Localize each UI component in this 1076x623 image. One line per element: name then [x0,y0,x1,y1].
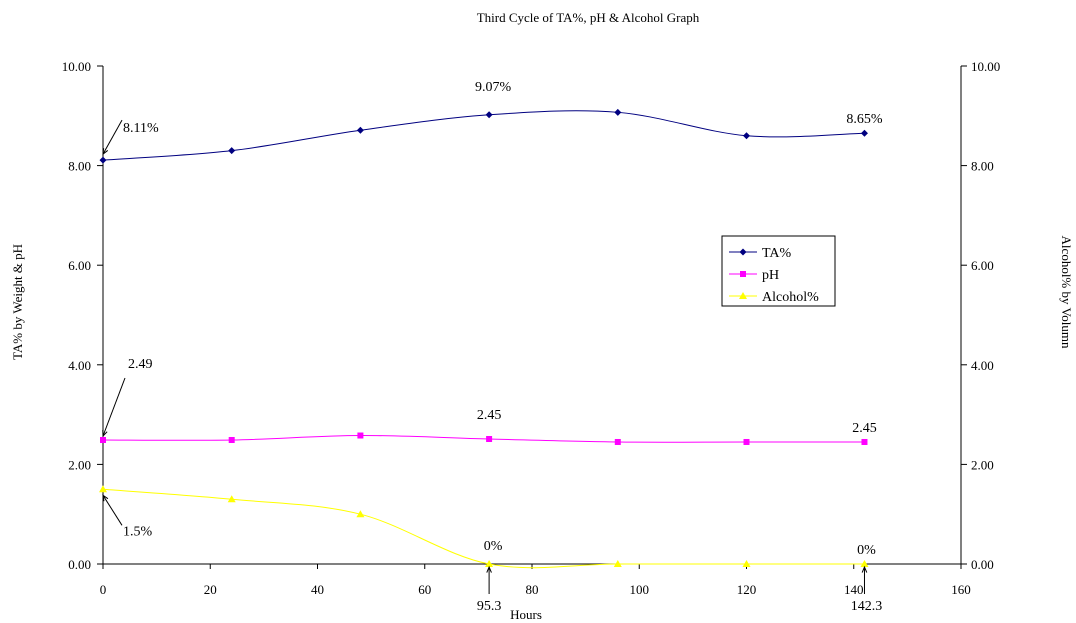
data-point-ta [99,156,107,164]
x-tick-label: 140 [844,582,864,597]
x-tick-label: 100 [630,582,650,597]
data-point-ta [860,129,868,137]
legend-label-ta: TA% [762,246,792,261]
data-point-ta [485,111,493,119]
x-tick-label: 0 [100,582,107,597]
y2-axis-label: Alcohol% by Volumn [1059,236,1074,349]
data-point-ph [861,438,868,445]
data-point-ph [486,436,493,443]
x-axis-label: Hours [510,607,542,622]
data-point-ta [228,147,236,155]
annotation-arrow [102,495,123,526]
y2-tick-label: 10.00 [971,59,1000,74]
annotation-label: 95.3 [477,599,502,614]
annotation-label: 1.5% [123,524,153,539]
data-point-ph [614,438,621,445]
data-point-ph [743,438,750,445]
data-point-ph [357,432,364,439]
y2-tick-label: 4.00 [971,358,994,373]
annotation-arrowhead [102,494,109,502]
series-line-ta [102,110,865,161]
y2-tick-label: 0.00 [971,557,994,572]
data-point-alcohol [485,560,494,567]
x-tick-label: 60 [418,582,431,597]
data-point-alcohol [356,510,365,518]
series-ta [99,108,868,164]
data-point-alcohol [613,560,622,567]
y-tick-label: 4.00 [68,358,91,373]
annotation-arrowhead [102,429,108,438]
y2-tick-label: 6.00 [971,258,994,273]
y-axis-label: TA% by Weight & pH [10,244,25,360]
annotation-arrowhead [861,565,868,573]
data-point-ta [614,108,622,116]
legend: TA% pH Alcohol% [721,235,836,307]
x-tick-label: 120 [737,582,757,597]
data-point-ta [743,132,750,140]
x-tick-label: 20 [204,582,217,597]
data-point-alcohol [860,560,869,567]
y-tick-label: 0.00 [68,557,91,572]
annotation-arrowhead [102,148,109,156]
data-point-alcohol [227,495,236,503]
series-alcohol [99,485,869,569]
annotation-label: 9.07% [475,80,512,95]
annotation-label: 0% [484,539,503,554]
annotation-label: 8.65% [846,112,883,127]
annotation-label: 2.45 [477,408,502,423]
series-ph [100,432,868,445]
annotation-label: 8.11% [123,121,159,136]
y2-tick-label: 2.00 [971,457,994,472]
data-point-alcohol [99,485,107,493]
series-line-ph [102,435,865,443]
data-point-ph [228,436,235,443]
annotation-arrow [102,119,123,155]
y-tick-label: 2.00 [68,457,91,472]
y-tick-label: 8.00 [68,159,91,174]
data-point-ta [356,126,364,134]
legend-marker-alcohol [739,292,747,299]
annotation-label: 2.45 [852,421,877,436]
legend-label-ph: pH [762,268,779,283]
legend-marker-ta [739,248,747,256]
x-tick-label: 160 [951,582,971,597]
annotation-label: 142.3 [851,599,883,614]
x-tick-label: 80 [526,582,539,597]
legend-label-alcohol: Alcohol% [762,290,819,305]
x-tick-label: 40 [311,582,324,597]
annotation-label: 0% [857,543,876,558]
annotation-arrow [102,377,126,437]
data-point-ph [100,436,106,443]
annotation-arrowhead [486,565,492,573]
legend-marker-ph [740,271,746,277]
y-tick-label: 6.00 [68,258,91,273]
chart-title: Third Cycle of TA%, pH & Alcohol Graph [477,10,700,25]
annotation-label: 2.49 [128,357,153,372]
series-line-alcohol [102,488,865,569]
y2-tick-label: 8.00 [971,159,994,174]
data-point-alcohol [742,560,751,567]
y-tick-label: 10.00 [62,59,91,74]
